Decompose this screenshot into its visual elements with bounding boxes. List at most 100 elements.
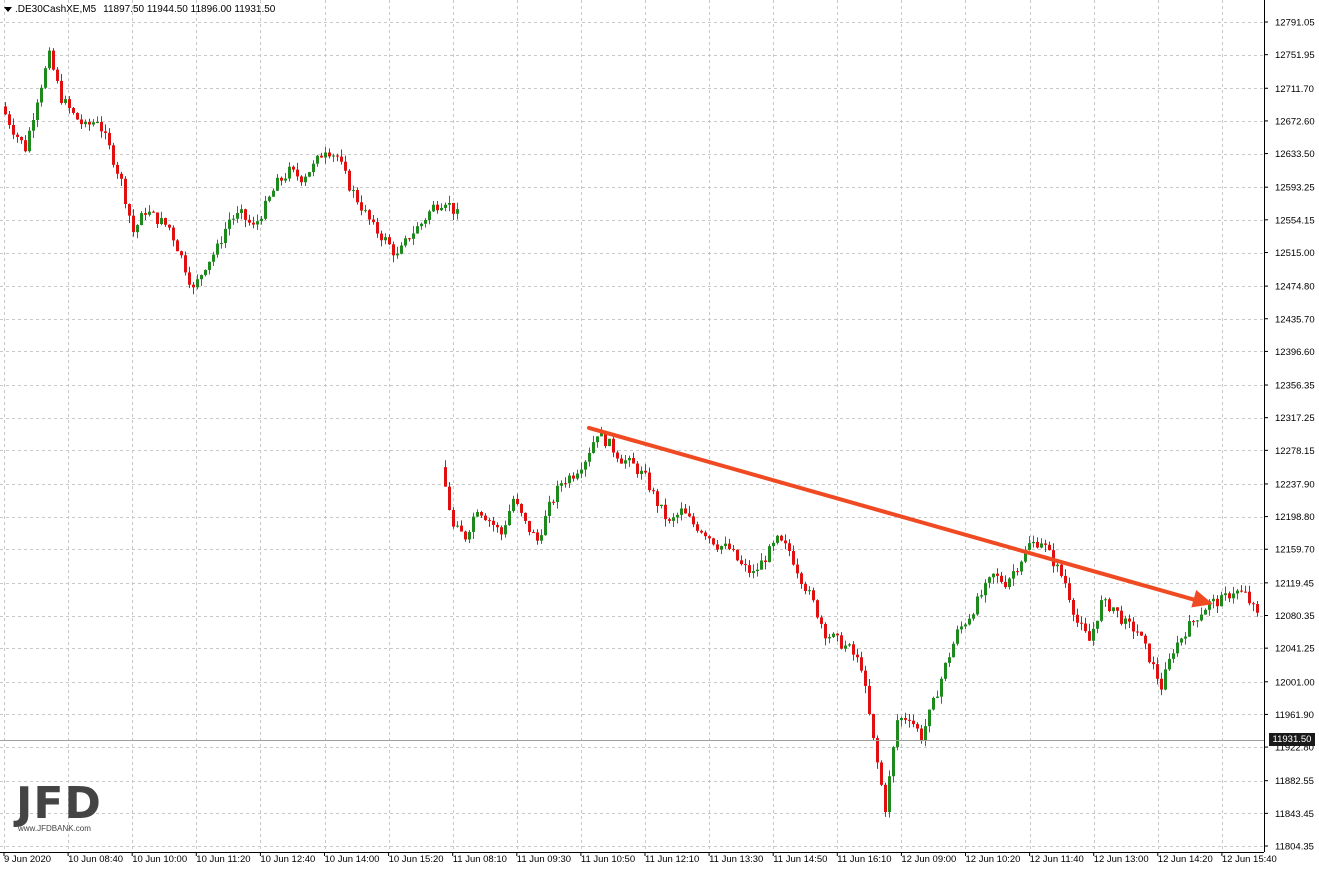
- candle-body: [688, 513, 691, 517]
- candle-body: [544, 516, 547, 536]
- candlestick-series: [4, 47, 1259, 818]
- candle-body: [456, 209, 459, 214]
- candle-body: [1156, 664, 1159, 679]
- candle-body: [36, 102, 39, 120]
- time-tick-label: 12 Jun 10:20: [966, 854, 1021, 865]
- candle-body: [628, 458, 631, 461]
- candle-body: [788, 543, 791, 551]
- candle-body: [768, 546, 771, 563]
- candle-body: [588, 452, 591, 462]
- candle-body: [340, 156, 343, 162]
- price-tick-label: 11843.45: [1275, 809, 1314, 820]
- candle-body: [436, 204, 439, 211]
- candle-body: [552, 501, 555, 503]
- price-tick-label: 12198.80: [1275, 512, 1315, 523]
- candle-body: [852, 644, 855, 655]
- candle-body: [1164, 669, 1167, 690]
- candle-body: [1132, 621, 1135, 632]
- candle-body: [336, 155, 339, 157]
- candle-body: [548, 501, 551, 517]
- candle-body: [96, 121, 99, 123]
- candle-body: [224, 228, 227, 244]
- candle-body: [1012, 571, 1015, 579]
- candle-body: [440, 207, 443, 211]
- candle-body: [940, 678, 943, 697]
- candle-body: [52, 50, 55, 70]
- candle-body: [716, 544, 719, 550]
- price-tick-label: 11922.80: [1275, 743, 1314, 754]
- candle-body: [564, 483, 567, 485]
- candle-body: [660, 504, 663, 506]
- candle-body: [992, 573, 995, 578]
- candle-body: [380, 233, 383, 241]
- price-tick-label: 12554.15: [1275, 215, 1315, 226]
- candle-body: [60, 80, 63, 103]
- candle-body: [316, 155, 319, 164]
- candle-body: [1236, 590, 1239, 594]
- logo-mark: JFD: [16, 778, 102, 829]
- candle-body: [240, 209, 243, 213]
- time-tick-label: 12 Jun 11:40: [1030, 854, 1084, 865]
- candle-body: [640, 470, 643, 474]
- candle-body: [740, 560, 743, 565]
- candle-body: [728, 543, 731, 549]
- candle-body: [384, 237, 387, 241]
- candle-body: [648, 472, 651, 491]
- candle-body: [784, 540, 787, 544]
- axes: [0, 0, 1265, 853]
- price-tick-label: 12159.70: [1275, 545, 1315, 556]
- candle-body: [632, 458, 635, 464]
- candle-body: [700, 530, 703, 533]
- price-tick-label: 11804.35: [1275, 842, 1314, 853]
- candle-body: [1076, 614, 1079, 623]
- time-tick-label: 11 Jun 10:50: [581, 854, 635, 865]
- price-tick-label: 12237.90: [1275, 479, 1315, 490]
- candle-body: [540, 535, 543, 541]
- candle-body: [12, 124, 15, 135]
- dropdown-triangle-icon[interactable]: [4, 7, 12, 12]
- candle-body: [664, 504, 667, 520]
- candle-body: [32, 119, 35, 131]
- candle-body: [516, 498, 519, 504]
- candle-body: [1088, 631, 1091, 641]
- candle-body: [500, 527, 503, 535]
- time-tick-label: 10 Jun 11:20: [196, 854, 250, 865]
- candle-body: [428, 211, 431, 220]
- candle-body: [656, 491, 659, 506]
- symbol-header: .DE30CashXE,M5 11897.50 11944.50 11896.0…: [4, 4, 275, 15]
- candle-body: [1192, 621, 1195, 623]
- candle-body: [956, 629, 959, 644]
- candle-body: [856, 654, 859, 658]
- candle-body: [264, 200, 267, 219]
- candle-body: [320, 155, 323, 158]
- candle-body: [880, 762, 883, 785]
- candle-body: [420, 223, 423, 227]
- price-tick-label: 12356.35: [1275, 381, 1315, 392]
- candle-body: [332, 155, 335, 157]
- candle-body: [608, 438, 611, 447]
- candle-body: [168, 224, 171, 228]
- trendline-layer: [587, 425, 1213, 608]
- candle-body: [928, 709, 931, 727]
- candle-body: [244, 209, 247, 220]
- candle-body: [144, 213, 147, 215]
- trendline[interactable]: [587, 425, 1201, 604]
- candle-body: [184, 255, 187, 273]
- candle-body: [112, 145, 115, 165]
- candle-body: [848, 644, 851, 646]
- candle-body: [752, 571, 755, 573]
- candle-body: [1228, 593, 1231, 599]
- candle-body: [1064, 575, 1067, 584]
- time-tick-label: 12 Jun 14:20: [1158, 854, 1213, 865]
- candle-body: [496, 524, 499, 528]
- candle-body: [1216, 598, 1219, 607]
- candle-body: [1196, 620, 1199, 622]
- candle-body: [532, 532, 535, 534]
- time-tick-label: 11 Jun 16:10: [837, 854, 891, 865]
- candle-body: [604, 431, 607, 447]
- price-tick-label: 12317.25: [1275, 413, 1315, 424]
- candle-body: [204, 269, 207, 276]
- candle-body: [208, 261, 211, 270]
